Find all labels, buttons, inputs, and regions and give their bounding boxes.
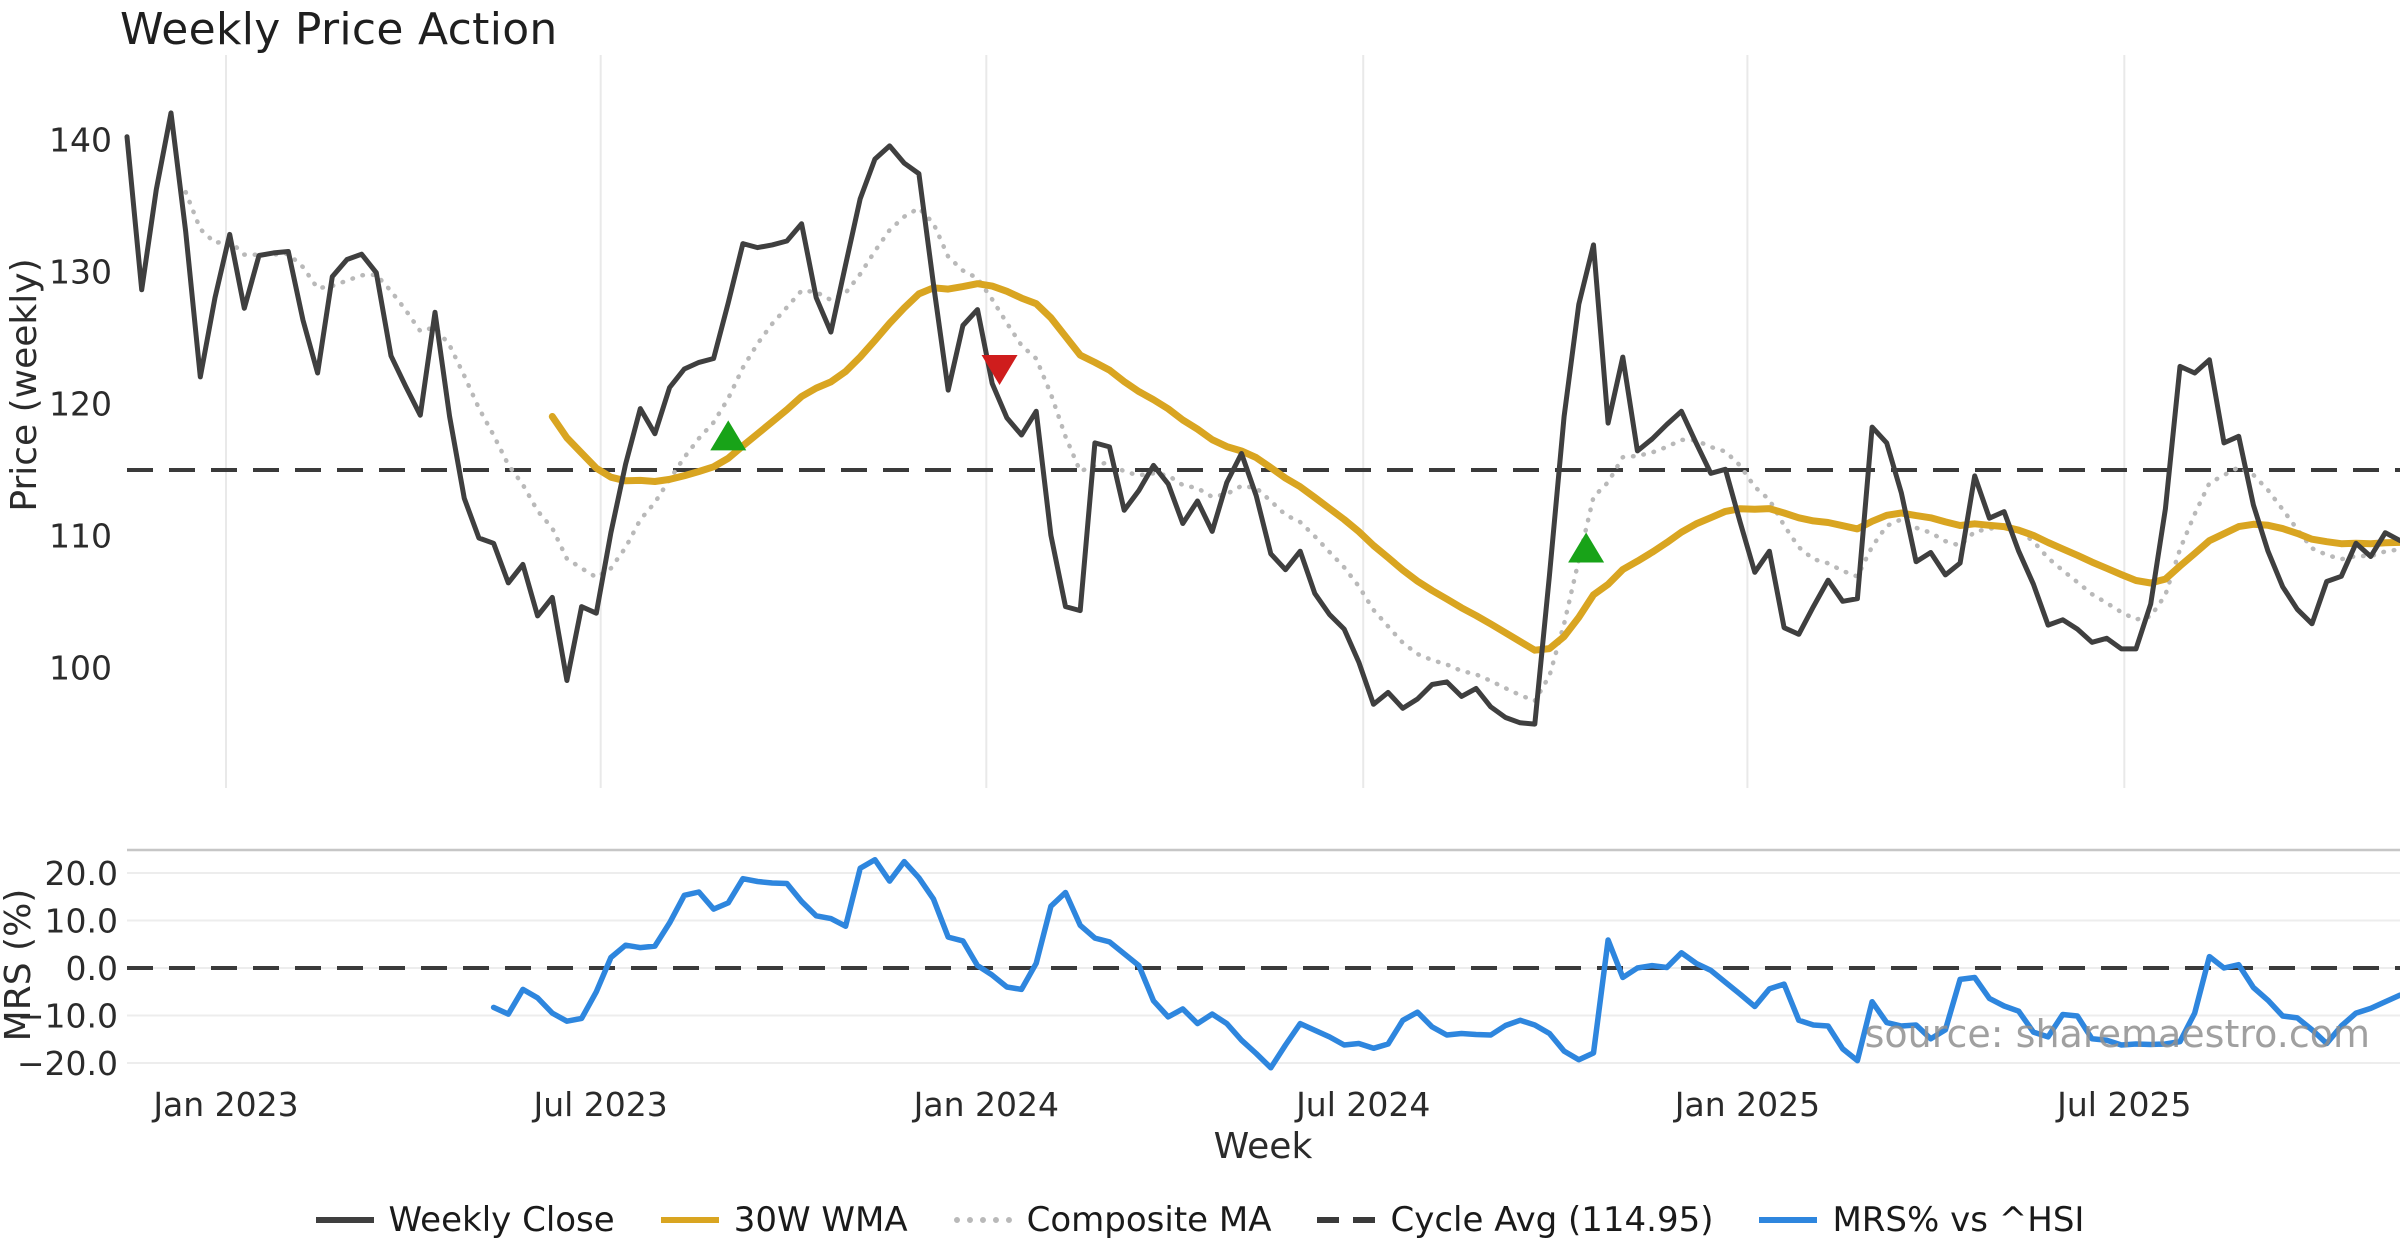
mrs-line (490, 856, 2400, 1071)
mrs-y-tick-label: 0.0 (66, 949, 118, 988)
buy-signal-marker-icon (710, 420, 747, 451)
legend-label: Cycle Avg (114.95) (1390, 1200, 1714, 1240)
composite-ma-dotted-swatch-icon (953, 1217, 1012, 1223)
wma-line (548, 280, 2400, 654)
watermark: source: sharemaestro.com (1864, 1012, 2370, 1056)
mrs-y-tick-label: −20.0 (17, 1044, 118, 1083)
legend-item-weekly-close: Weekly Close (315, 1200, 615, 1240)
wma-line-swatch-icon (660, 1217, 719, 1223)
sell-signal-marker-icon (981, 355, 1018, 386)
x-tick-label: Jan 2025 (1673, 1085, 1820, 1124)
mrs-y-tick-label: −10.0 (17, 997, 118, 1036)
cycle-avg-dashed-swatch-icon (1317, 1217, 1376, 1223)
legend: Weekly Close 30W WMA Composite MA Cycle … (0, 1200, 2400, 1240)
x-tick-label: Jan 2023 (151, 1085, 298, 1124)
buy-signal-marker-icon (1568, 532, 1605, 563)
x-tick-label: Jul 2025 (2055, 1085, 2191, 1124)
price-y-tick-label: 120 (49, 384, 112, 423)
legend-item-cycle-avg: Cycle Avg (114.95) (1317, 1200, 1713, 1240)
chart-title: Weekly Price Action (120, 4, 558, 55)
price-y-tick-label: 100 (49, 648, 112, 687)
price-y-tick-label: 130 (49, 252, 112, 291)
mrs-y-tick-label: 10.0 (45, 902, 118, 941)
legend-label: MRS% vs ^HSI (1832, 1200, 2085, 1240)
x-tick-label: Jul 2023 (532, 1085, 668, 1124)
x-tick-label: Jul 2024 (1294, 1085, 1430, 1124)
mrs-y-tick-label: 20.0 (45, 854, 118, 893)
mrs-axis-title: MRS (%) (0, 889, 39, 1042)
price-y-tick-label: 110 (49, 516, 112, 555)
mrs-line-swatch-icon (1759, 1217, 1818, 1223)
weekly-close-line (124, 110, 2400, 727)
legend-item-30w-wma: 30W WMA (660, 1200, 908, 1240)
legend-label: 30W WMA (733, 1200, 908, 1240)
legend-label: Composite MA (1026, 1200, 1272, 1240)
x-axis-title: Week (1214, 1126, 1313, 1167)
price-axis-title: Price (weekly) (4, 258, 45, 511)
legend-item-composite-ma: Composite MA (953, 1200, 1272, 1240)
price-y-tick-label: 140 (49, 120, 112, 159)
x-tick-label: Jan 2024 (912, 1085, 1059, 1124)
legend-item-mrs: MRS% vs ^HSI (1759, 1200, 2084, 1240)
composite-ma-line (183, 189, 2400, 704)
legend-label: Weekly Close (388, 1200, 615, 1240)
weekly-close-line-swatch-icon (315, 1217, 374, 1223)
